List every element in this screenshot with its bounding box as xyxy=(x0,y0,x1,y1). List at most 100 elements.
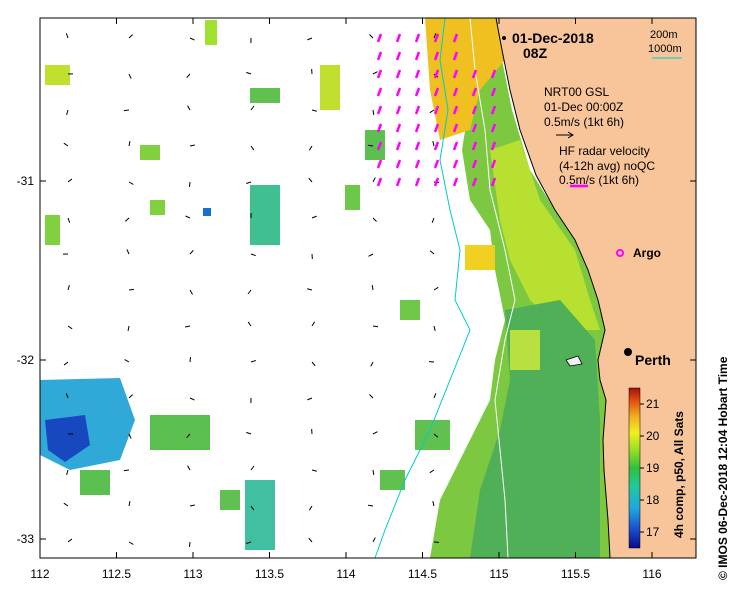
radar-arrow xyxy=(490,159,497,169)
model-legend-scale: 0.5m/s (1kt 6h) xyxy=(544,115,624,129)
model-arrow xyxy=(369,34,374,39)
model-arrow xyxy=(126,249,130,255)
radar-velocity-arrows xyxy=(376,33,497,187)
radar-arrow xyxy=(471,87,478,97)
model-arrow xyxy=(128,288,135,291)
model-arrow xyxy=(250,360,256,363)
model-arrow xyxy=(246,431,252,435)
radar-arrow xyxy=(433,87,440,97)
model-arrow xyxy=(367,504,374,507)
radar-legend-name: HF radar velocity xyxy=(559,144,650,158)
model-arrow xyxy=(128,34,133,39)
model-arrow xyxy=(372,325,379,328)
model-arrow xyxy=(246,71,252,75)
radar-arrow xyxy=(452,105,459,115)
colorbar-label: 4h comp, p50, All Sats xyxy=(672,411,686,538)
radar-arrow xyxy=(395,33,402,43)
y-axis: -31 -32 -33 xyxy=(17,174,696,546)
model-arrow xyxy=(307,288,313,291)
radar-arrow xyxy=(414,123,421,133)
radar-arrow xyxy=(376,51,383,61)
patch-yellow-3 xyxy=(205,20,217,45)
radar-arrow xyxy=(452,123,459,133)
model-arrow xyxy=(307,397,313,401)
model-arrow xyxy=(311,321,316,327)
warm-patch-2 xyxy=(465,245,495,270)
model-arrow xyxy=(189,249,194,255)
x-tick-label: 112.5 xyxy=(102,567,131,581)
radar-arrow xyxy=(490,177,497,187)
model-arrow xyxy=(433,325,436,331)
patch-green-10 xyxy=(220,490,240,510)
isobath-legend-1000: 1000m xyxy=(648,43,682,55)
model-arrow xyxy=(246,541,252,544)
radar-arrow xyxy=(433,159,440,169)
patch-blue-small xyxy=(203,208,211,216)
radar-arrow xyxy=(471,141,478,151)
radar-arrow xyxy=(376,33,383,43)
model-arrow xyxy=(123,469,130,472)
model-legend-time: 01-Dec 00:00Z xyxy=(544,100,623,114)
radar-arrow xyxy=(395,87,402,97)
model-arrow xyxy=(432,141,435,147)
radar-arrow xyxy=(376,159,383,169)
radar-arrow xyxy=(395,177,402,187)
radar-arrow xyxy=(376,123,383,133)
radar-arrow xyxy=(490,141,497,151)
radar-arrow xyxy=(471,123,478,133)
y-tick-label: -33 xyxy=(17,532,35,546)
radar-arrow xyxy=(376,105,383,115)
model-arrow xyxy=(127,325,130,332)
credit-text: © IMOS 06-Dec-2018 12:04 Hobart Time xyxy=(716,356,730,580)
radar-arrow xyxy=(452,33,459,43)
x-axis: 112 112.5 113 113.5 114 114.5 115 115.5 116 xyxy=(30,18,662,581)
isobath-legend-200: 200m xyxy=(650,29,678,41)
colorbar-tick-label: 21 xyxy=(646,397,660,411)
model-arrow xyxy=(372,469,375,476)
patch-teal-1 xyxy=(250,185,280,245)
model-arrow xyxy=(308,505,313,511)
colorbar xyxy=(628,387,641,549)
radar-arrow xyxy=(414,105,421,115)
nearshore-warm xyxy=(425,18,505,140)
y-tick-label: -32 xyxy=(17,353,35,367)
model-arrow xyxy=(188,181,191,188)
model-arrow xyxy=(372,177,376,183)
radar-arrow xyxy=(490,87,497,97)
model-arrow xyxy=(188,541,191,548)
model-arrow xyxy=(250,505,255,511)
radar-arrow xyxy=(433,105,440,115)
radar-arrow xyxy=(471,177,478,187)
radar-arrow xyxy=(395,123,402,133)
model-arrow xyxy=(311,215,317,219)
model-legend-name: NRT00 GSL xyxy=(544,85,609,99)
model-arrow xyxy=(185,215,191,219)
model-arrow xyxy=(66,469,69,475)
patch-green-7 xyxy=(140,145,160,160)
model-velocity-arrows xyxy=(62,33,440,548)
model-arrow xyxy=(433,286,439,291)
argo-label: Argo xyxy=(633,246,661,260)
radar-arrow xyxy=(433,177,440,187)
model-arrow xyxy=(67,538,73,543)
model-arrow xyxy=(367,144,374,147)
shelf-cool-band xyxy=(470,300,600,558)
radar-arrow xyxy=(452,177,459,187)
model-arrow xyxy=(308,537,313,543)
model-arrow xyxy=(369,394,374,399)
patch-yellow-1 xyxy=(45,65,70,85)
patch-yellow-2 xyxy=(320,65,340,110)
model-arrow xyxy=(250,105,255,111)
model-arrow xyxy=(67,178,73,183)
model-arrow xyxy=(250,465,255,471)
x-tick-label: 114.5 xyxy=(408,567,437,581)
model-arrow xyxy=(128,541,134,545)
model-arrow xyxy=(189,289,193,295)
radar-arrow xyxy=(471,105,478,115)
model-arrow xyxy=(128,433,132,439)
model-arrow xyxy=(429,250,435,255)
isobath-200 xyxy=(469,18,516,558)
patch-green-2 xyxy=(150,415,210,450)
model-arrow xyxy=(128,500,131,507)
model-arrow xyxy=(128,181,134,185)
